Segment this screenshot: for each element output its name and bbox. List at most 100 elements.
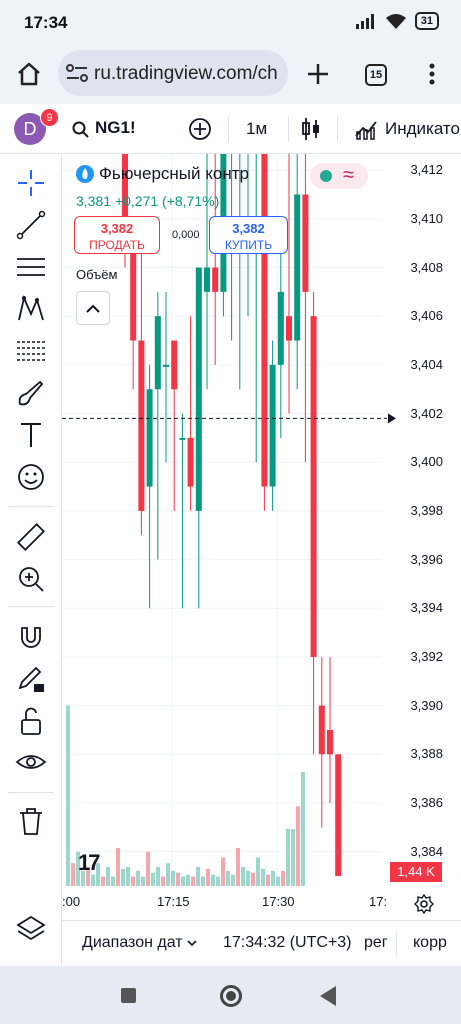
- object-tree-button[interactable]: [14, 912, 48, 946]
- pattern-tool[interactable]: [14, 292, 48, 326]
- interval-button[interactable]: 1м: [246, 119, 268, 138]
- chevron-up-icon: [86, 304, 100, 313]
- sell-button[interactable]: 3,382 ПРОДАТЬ: [74, 216, 160, 254]
- settings-gear-icon[interactable]: [414, 894, 434, 914]
- volume-bar: [111, 876, 115, 886]
- buy-button[interactable]: 3,382 КУПИТЬ: [209, 216, 288, 254]
- volume-bar: [276, 876, 280, 886]
- volume-bar: [136, 870, 140, 886]
- ruler-icon: [16, 522, 46, 552]
- symbol-search-button[interactable]: NG1!: [95, 118, 136, 137]
- volume-bar: [231, 874, 235, 886]
- volume-bar: [96, 863, 100, 886]
- site-settings-icon[interactable]: [66, 64, 88, 82]
- tradingview-logo[interactable]: 17: [78, 850, 101, 875]
- zoom-in-icon: [19, 567, 44, 592]
- candle-body: [195, 267, 202, 511]
- candle-body: [310, 316, 317, 657]
- volume-bar: [186, 874, 190, 886]
- emoji-tool[interactable]: [14, 460, 48, 494]
- volume-bar: [291, 829, 295, 886]
- brush-icon: [18, 380, 44, 406]
- price-tick: 3,384: [410, 843, 443, 859]
- lock-all-tool[interactable]: [14, 704, 48, 738]
- unlock-icon: [21, 707, 41, 735]
- time-axis[interactable]: :00 17:15 17:30 17:: [62, 886, 461, 920]
- session-button[interactable]: рег: [364, 934, 388, 951]
- text-tool[interactable]: [14, 418, 48, 452]
- tab-switcher-button[interactable]: 15: [365, 64, 387, 86]
- volume-bar: [106, 867, 110, 886]
- volume-bar: [66, 705, 70, 886]
- magnet-tool[interactable]: [14, 620, 48, 654]
- chart-canvas[interactable]: [62, 154, 461, 886]
- trend-line-icon: [16, 210, 46, 240]
- crosshair-tool[interactable]: [14, 166, 48, 200]
- pencil-lock-icon: [18, 666, 44, 692]
- search-icon[interactable]: [72, 121, 90, 139]
- volume-bar: [261, 868, 265, 886]
- volume-bar: [206, 868, 210, 886]
- price-change: 3,381 +0,271 (+8,71%): [76, 193, 219, 209]
- recents-button[interactable]: [121, 988, 136, 1003]
- volume-bar: [246, 870, 250, 886]
- crosshair-icon: [18, 170, 44, 196]
- clock-timezone[interactable]: 17:34:32 (UTC+3): [223, 934, 352, 951]
- price-tick: 3,404: [410, 356, 443, 372]
- symbol-legend[interactable]: Фьючерсный контр: [76, 164, 249, 184]
- buy-label: КУПИТЬ: [224, 238, 273, 252]
- time-tick: 17:15: [157, 894, 190, 909]
- volume-bar: [176, 872, 180, 886]
- remove-drawings-tool[interactable]: [14, 804, 48, 838]
- trash-icon: [20, 808, 42, 835]
- date-range-button[interactable]: Диапазон дат: [82, 934, 197, 952]
- price-line-arrow: [388, 413, 396, 424]
- horizontal-lines-tool[interactable]: [14, 250, 48, 284]
- indicators-button[interactable]: Индикато: [385, 119, 460, 138]
- price-tick: 3,394: [410, 600, 443, 616]
- candle-body: [327, 729, 333, 755]
- volume-bar: [116, 848, 120, 886]
- address-bar[interactable]: ru.tradingview.com/ch: [58, 50, 288, 96]
- measure-tool[interactable]: [14, 520, 48, 554]
- brush-tool[interactable]: [14, 376, 48, 410]
- price-tick: 3,386: [410, 794, 443, 810]
- url-text: ru.tradingview.com/ch: [94, 63, 278, 84]
- collapse-legend-button[interactable]: [76, 291, 110, 325]
- back-button[interactable]: [320, 986, 336, 1006]
- market-open-dot: [320, 170, 332, 182]
- volume-bar: [121, 868, 125, 886]
- home-icon[interactable]: [16, 62, 42, 86]
- notification-badge: 9: [40, 108, 59, 127]
- date-range-label: Диапазон дат: [82, 934, 183, 951]
- volume-legend[interactable]: Объём: [76, 267, 118, 282]
- indicators-icon[interactable]: [354, 118, 380, 140]
- trend-line-tool[interactable]: [14, 208, 48, 242]
- horizontal-lines-icon: [17, 258, 45, 276]
- volume-bar: [151, 872, 155, 886]
- lock-drawing-tool[interactable]: [14, 662, 48, 696]
- volume-bar: [211, 874, 215, 886]
- volume-bar: [71, 863, 75, 886]
- add-symbol-icon[interactable]: [188, 117, 212, 141]
- price-tick: 3,408: [410, 259, 443, 275]
- volume-bar: [296, 806, 300, 886]
- hide-drawings-tool[interactable]: [14, 746, 48, 780]
- zoom-tool[interactable]: [14, 562, 48, 596]
- chevron-down-icon: [187, 940, 197, 947]
- market-status-pill[interactable]: ≈: [310, 163, 368, 189]
- new-tab-icon[interactable]: [306, 62, 330, 86]
- candles-icon[interactable]: [300, 116, 322, 142]
- volume-bar: [241, 867, 245, 886]
- price-tick: 3,406: [410, 308, 443, 324]
- sell-label: ПРОДАТЬ: [89, 238, 145, 252]
- smiley-icon: [18, 464, 44, 490]
- fib-tool[interactable]: [14, 334, 48, 368]
- price-tick: 3,398: [410, 502, 443, 518]
- menu-icon[interactable]: [428, 62, 436, 86]
- system-nav-bar: [0, 966, 461, 1024]
- chart-pane[interactable]: Фьючерсный контр ≈ 3,381 +0,271 (+8,71%)…: [62, 154, 461, 886]
- home-button[interactable]: [220, 985, 242, 1007]
- adjust-button[interactable]: корр: [413, 934, 447, 951]
- spread-value: 0,000: [172, 229, 200, 241]
